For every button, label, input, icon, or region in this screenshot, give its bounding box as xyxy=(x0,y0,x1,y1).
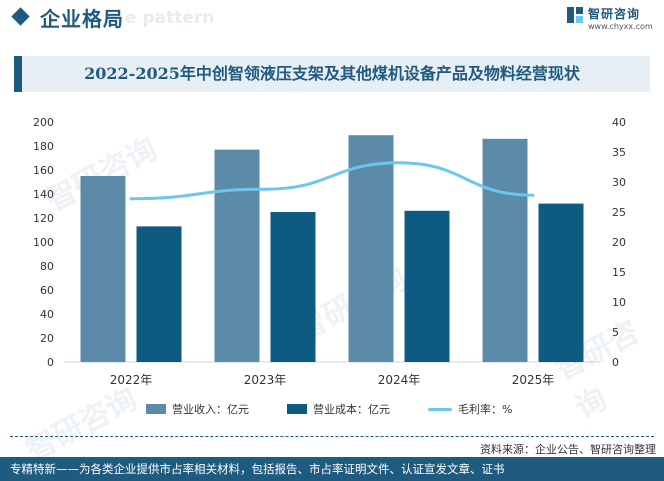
y-right-tick-label: 15 xyxy=(612,266,626,279)
chart-title: 2022-2025年中创智领液压支架及其他煤机设备产品及物料经营现状 xyxy=(84,64,580,83)
footer: 专精特新——为各类企业提供市占率相关材料，包括报告、市占率证明文件、认证宣发文章… xyxy=(0,457,664,481)
y-left-tick-label: 60 xyxy=(40,284,54,297)
margin-line xyxy=(129,161,535,201)
margin-point xyxy=(129,197,133,201)
bar-cost xyxy=(270,212,316,362)
y-left-tick-label: 160 xyxy=(33,164,54,177)
margin-point xyxy=(263,187,267,191)
y-left-tick-label: 0 xyxy=(47,356,54,369)
legend-swatch-revenue xyxy=(146,404,166,414)
y-left-tick-label: 80 xyxy=(40,260,54,273)
chart: 0 20 40 60 80 100 120 140 160 180 200 0 5 10 15 20 25 30 3… xyxy=(33,116,626,387)
y-left-tick-label: 20 xyxy=(40,332,54,345)
x-tick-label: 2024年 xyxy=(378,373,421,387)
brand-url[interactable]: www.chyxx.com xyxy=(588,22,653,31)
y-right-tick-label: 20 xyxy=(612,236,626,249)
footer-text: 专精特新——为各类企业提供市占率相关材料，包括报告、市占率证明文件、认证宣发文章… xyxy=(10,462,505,476)
margin-point xyxy=(531,193,535,197)
y-right-tick-label: 10 xyxy=(612,296,626,309)
legend-label-revenue: 营业收入：亿元 xyxy=(172,403,249,416)
margin-point xyxy=(397,161,401,165)
bar-revenue xyxy=(80,176,126,362)
header: 企业格局 e pattern 智研咨询 www.chyxx.com xyxy=(0,0,664,38)
x-tick-label: 2025年 xyxy=(512,373,555,387)
section-subtitle-ghost: e pattern xyxy=(125,8,215,28)
legend-swatch-margin xyxy=(428,407,452,411)
y-left-tick-label: 200 xyxy=(33,116,54,129)
chart-title-box: 2022-2025年中创智领液压支架及其他煤机设备产品及物料经营现状 xyxy=(14,56,650,92)
y-right-tick-label: 5 xyxy=(612,326,619,339)
y-left-tick-label: 140 xyxy=(33,188,54,201)
legend-item-cost: 营业成本：亿元 xyxy=(287,400,390,418)
bar-revenue xyxy=(214,149,260,362)
data-source: 资料来源：企业公告、智研咨询整理 xyxy=(480,443,656,456)
y-right-tick-label: 0 xyxy=(612,356,619,369)
legend-item-revenue: 营业收入：亿元 xyxy=(146,400,249,418)
brand-name: 智研咨询 xyxy=(588,7,641,21)
y-left-tick-label: 180 xyxy=(33,140,54,153)
legend-swatch-cost xyxy=(287,404,307,414)
y-left-tick-label: 120 xyxy=(33,212,54,225)
bar-revenue xyxy=(348,135,394,362)
brand-logo-icon xyxy=(567,7,583,23)
y-left-tick-label: 100 xyxy=(33,236,54,249)
y-right-tick-label: 40 xyxy=(612,116,626,129)
bar-cost xyxy=(136,226,182,362)
y-right-tick-label: 30 xyxy=(612,176,626,189)
legend-label-cost: 营业成本：亿元 xyxy=(313,403,390,416)
x-tick-label: 2022年 xyxy=(110,373,153,387)
y-right-tick-label: 35 xyxy=(612,146,626,159)
bar-revenue xyxy=(482,138,528,362)
divider xyxy=(10,436,654,437)
bar-cost xyxy=(404,210,450,362)
legend: 营业收入：亿元 营业成本：亿元 毛利率：% xyxy=(0,400,664,420)
diamond-icon xyxy=(11,7,30,26)
section-title: 企业格局 xyxy=(40,7,124,31)
x-tick-label: 2023年 xyxy=(244,373,287,387)
y-left-tick-label: 40 xyxy=(40,308,54,321)
legend-label-margin: 毛利率：% xyxy=(458,403,513,416)
bar-cost xyxy=(538,203,584,362)
y-right-tick-label: 25 xyxy=(612,206,626,219)
legend-item-margin: 毛利率：% xyxy=(428,400,512,418)
